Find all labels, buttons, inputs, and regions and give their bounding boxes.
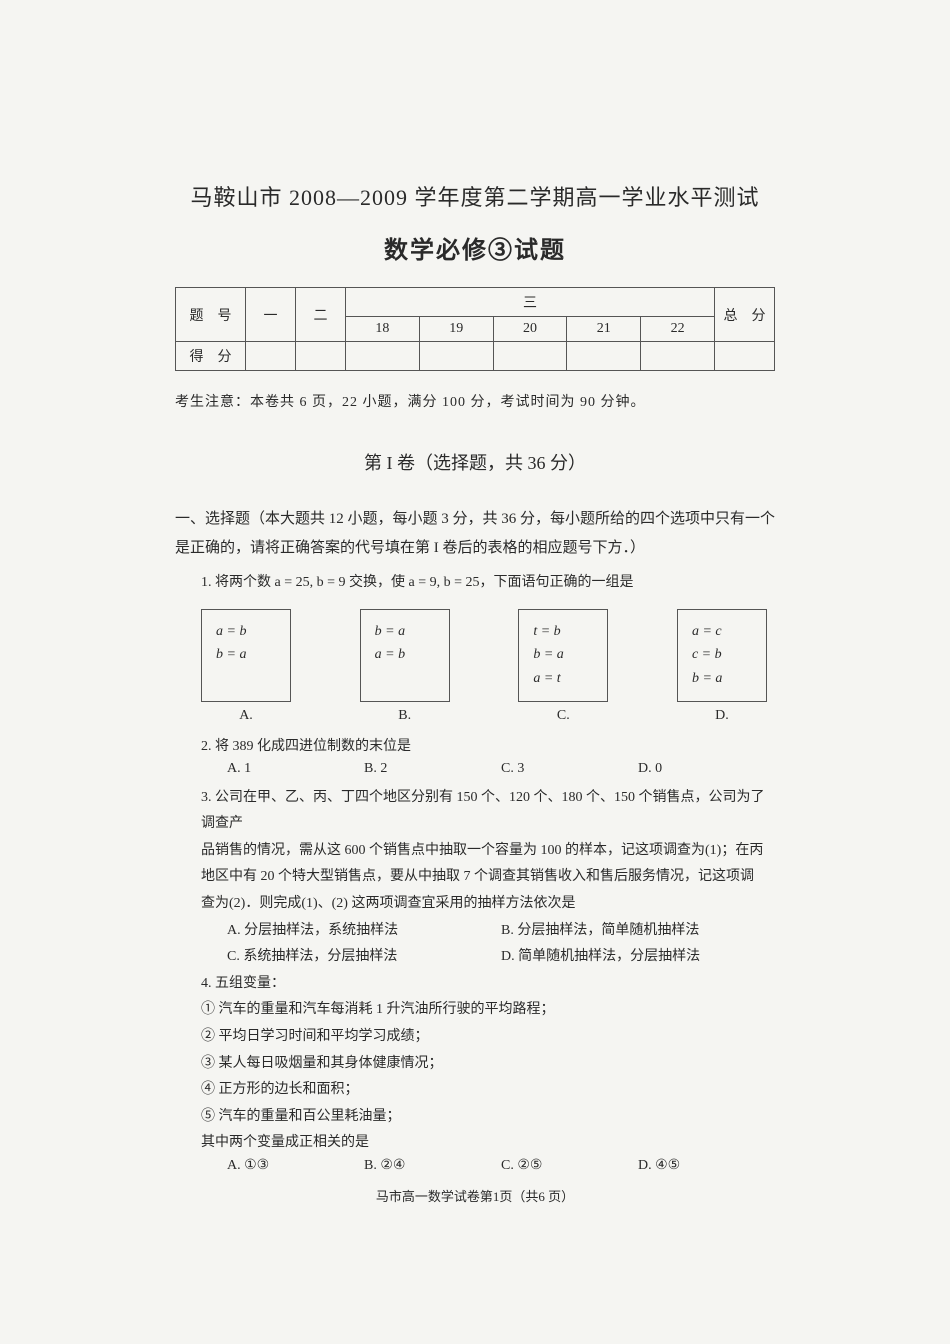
code-line: b = a [692, 667, 752, 691]
opt-label: B. [360, 708, 450, 724]
title-line-1: 马鞍山市 2008—2009 学年度第二学期高一学业水平测试 [175, 180, 775, 212]
question-3: 3. 公司在甲、乙、丙、丁四个地区分别有 150 个、120 个、180 个、1… [201, 785, 775, 838]
cell: 二 [296, 288, 346, 342]
opt-label: D. [677, 708, 767, 724]
cell: 20 [493, 317, 567, 342]
q3-line: 查为(2)．则完成(1)、(2) 这两项调查宜采用的抽样方法依次是 [201, 891, 775, 918]
exam-page: 马鞍山市 2008—2009 学年度第二学期高一学业水平测试 数学必修③试题 题… [0, 0, 950, 1265]
opt-label: A. [201, 708, 291, 724]
section-1-title: 第 I 卷（选择题，共 36 分） [175, 449, 775, 475]
q2-options: A. 1 B. 2 C. 3 D. 0 [227, 761, 775, 777]
code-line: t = b [533, 620, 593, 644]
code-line: b = a [375, 620, 435, 644]
q4-item: ⑤ 汽车的重量和百公里耗油量； [201, 1104, 775, 1131]
cell: 22 [641, 317, 715, 342]
opt: A. 1 [227, 761, 364, 777]
opt-row: A. 分层抽样法，系统抽样法 B. 分层抽样法，简单随机抽样法 [227, 918, 775, 945]
code-line: a = c [692, 620, 752, 644]
opt: B. 分层抽样法，简单随机抽样法 [501, 918, 775, 945]
cell: 总 分 [715, 288, 775, 342]
q2-stem: 2. 将 389 化成四进位制数的末位是 [201, 739, 411, 754]
q4-item: ④ 正方形的边长和面积； [201, 1077, 775, 1104]
cell: 19 [419, 317, 493, 342]
opt-label: C. [518, 708, 608, 724]
opt: C. 系统抽样法，分层抽样法 [227, 944, 501, 971]
opt: A. ①③ [227, 1157, 364, 1174]
cell-label: 题 号 [176, 288, 246, 342]
code-line: a = b [375, 643, 435, 667]
q4-tail: 其中两个变量成正相关的是 [201, 1130, 775, 1157]
cell: 三 [346, 288, 715, 317]
q3-options: A. 分层抽样法，系统抽样法 B. 分层抽样法，简单随机抽样法 C. 系统抽样法… [227, 918, 775, 971]
code-line: a = t [533, 667, 593, 691]
page-footer: 马市高一数学试卷第1页（共6 页） [175, 1186, 775, 1205]
opt: C. 3 [501, 761, 638, 777]
q4-item: ① 汽车的重量和汽车每消耗 1 升汽油所行驶的平均路程； [201, 997, 775, 1024]
opt: A. 分层抽样法，系统抽样法 [227, 918, 501, 945]
cell-empty [419, 342, 493, 371]
code-line: a = b [216, 620, 276, 644]
code-box-a: a = b b = a [201, 609, 291, 702]
q4-item: ③ 某人每日吸烟量和其身体健康情况； [201, 1051, 775, 1078]
cell-empty [346, 342, 420, 371]
section-1-instructions: 一、选择题（本大题共 12 小题，每小题 3 分，共 36 分，每小题所给的四个… [175, 505, 775, 562]
cell-empty [641, 342, 715, 371]
cell-empty [246, 342, 296, 371]
code-box-c: t = b b = a a = t [518, 609, 608, 702]
table-row: 题 号 一 二 三 总 分 [176, 288, 775, 317]
code-line: b = a [533, 643, 593, 667]
q3-line: 3. 公司在甲、乙、丙、丁四个地区分别有 150 个、120 个、180 个、1… [201, 785, 775, 838]
cell: 18 [346, 317, 420, 342]
q1-stem: 1. 将两个数 a = 25, b = 9 交换，使 a = 9, b = 25… [201, 575, 634, 590]
q3-line: 品销售的情况，需从这 600 个销售点中抽取一个容量为 100 的样本，记这项调… [201, 838, 775, 865]
opt: D. ④⑤ [638, 1157, 775, 1174]
code-box-d: a = c c = b b = a [677, 609, 767, 702]
code-box-b: b = a a = b [360, 609, 450, 702]
cell-empty [296, 342, 346, 371]
cell: 一 [246, 288, 296, 342]
cell: 21 [567, 317, 641, 342]
q4-options: A. ①③ B. ②④ C. ②⑤ D. ④⑤ [227, 1157, 775, 1174]
opt: D. 简单随机抽样法，分层抽样法 [501, 944, 775, 971]
exam-notice: 考生注意：本卷共 6 页，22 小题，满分 100 分，考试时间为 90 分钟。 [175, 391, 775, 411]
q4-stem: 4. 五组变量： [201, 976, 285, 991]
q1-code-boxes: a = b b = a b = a a = b t = b b = a a = … [201, 609, 767, 702]
q3-body: 品销售的情况，需从这 600 个销售点中抽取一个容量为 100 的样本，记这项调… [201, 838, 775, 918]
cell-empty [493, 342, 567, 371]
question-1: 1. 将两个数 a = 25, b = 9 交换，使 a = 9, b = 25… [201, 570, 775, 597]
cell-empty [715, 342, 775, 371]
title-line-2: 数学必修③试题 [175, 230, 775, 265]
opt: B. 2 [364, 761, 501, 777]
q4-items: ① 汽车的重量和汽车每消耗 1 升汽油所行驶的平均路程； ② 平均日学习时间和平… [201, 997, 775, 1157]
cell-empty [567, 342, 641, 371]
q4-item: ② 平均日学习时间和平均学习成绩； [201, 1024, 775, 1051]
code-line: b = a [216, 643, 276, 667]
score-table: 题 号 一 二 三 总 分 18 19 20 21 22 得 分 [175, 287, 775, 371]
opt-row: C. 系统抽样法，分层抽样法 D. 简单随机抽样法，分层抽样法 [227, 944, 775, 971]
question-4: 4. 五组变量： [201, 971, 775, 998]
question-2: 2. 将 389 化成四进位制数的末位是 [201, 734, 775, 761]
code-line: c = b [692, 643, 752, 667]
cell-label: 得 分 [176, 342, 246, 371]
table-row: 得 分 [176, 342, 775, 371]
opt: D. 0 [638, 761, 775, 777]
opt: B. ②④ [364, 1157, 501, 1174]
q3-line: 地区中有 20 个特大型销售点，要从中抽取 7 个调查其销售收入和售后服务情况，… [201, 864, 775, 891]
q1-option-labels: A. B. C. D. [201, 708, 767, 724]
opt: C. ②⑤ [501, 1157, 638, 1174]
